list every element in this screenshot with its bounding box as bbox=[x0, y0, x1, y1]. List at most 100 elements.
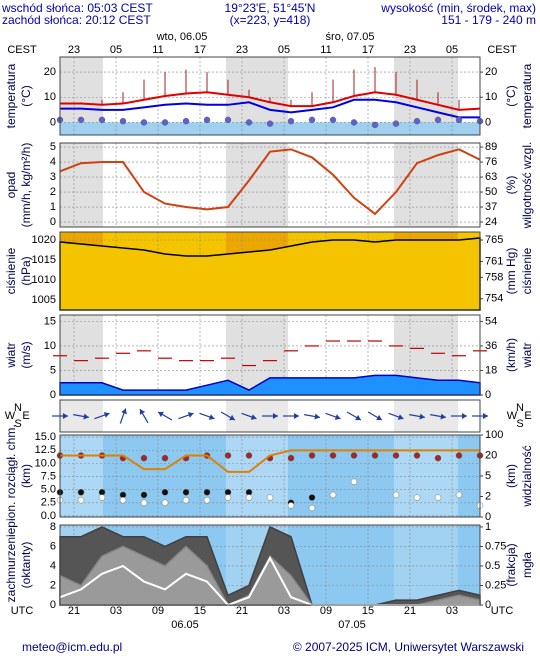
series-dot bbox=[308, 504, 316, 512]
wind-arrow bbox=[304, 413, 320, 420]
series-dot bbox=[413, 117, 421, 125]
y2-tick-label: 89 bbox=[485, 141, 497, 153]
copyright: © 2007-2025 ICM, Uniwersytet Warszawski bbox=[293, 640, 524, 654]
wind-arrow bbox=[388, 412, 404, 420]
y-tick-label: 5.0 bbox=[41, 484, 56, 496]
series-dot bbox=[140, 454, 148, 462]
compass-label: E bbox=[22, 410, 29, 422]
arrow-head bbox=[334, 414, 341, 420]
arrow-head bbox=[139, 409, 146, 415]
y2-tick-label: 76 bbox=[485, 156, 497, 168]
hour-label: 03 bbox=[278, 605, 290, 617]
series-dot bbox=[224, 452, 232, 459]
series-dot bbox=[266, 120, 274, 127]
series-dot bbox=[266, 494, 274, 501]
series-dot bbox=[329, 452, 337, 459]
y-tick-label: 5 bbox=[50, 141, 56, 153]
y-tick-label: 1020 bbox=[32, 234, 56, 246]
arrow-head bbox=[314, 413, 320, 420]
series-dot bbox=[287, 117, 295, 125]
elevation: 151 - 179 - 240 m bbox=[441, 13, 536, 27]
night-band bbox=[394, 525, 458, 605]
y2-tick-label: 0.25 bbox=[485, 579, 506, 591]
series-dot bbox=[308, 494, 316, 501]
elevation-title: wysokość (min, środek, max) bbox=[380, 1, 536, 15]
hour-label: 17 bbox=[362, 44, 374, 56]
email[interactable]: meteo@icm.edu.pl bbox=[22, 640, 122, 654]
y-axis-label: (°C) bbox=[19, 85, 33, 106]
series-dot bbox=[350, 478, 358, 485]
series-line bbox=[60, 98, 480, 119]
series-dot bbox=[245, 119, 253, 126]
y-tick-label: 4 bbox=[50, 560, 56, 572]
y2-axis-label: widzialność bbox=[520, 445, 534, 507]
hour-label: 05 bbox=[278, 44, 290, 56]
hour-label: 03 bbox=[446, 605, 458, 617]
time-zone: CEST bbox=[487, 44, 517, 56]
wind-arrow bbox=[199, 412, 215, 420]
hour-label: 09 bbox=[320, 605, 332, 617]
series-area bbox=[59, 374, 481, 396]
wind-arrow bbox=[73, 413, 89, 420]
y-tick-label: 1015 bbox=[32, 254, 56, 266]
y-tick-label: 0.0 bbox=[41, 510, 56, 522]
wind-arrow bbox=[94, 412, 110, 420]
y2-axis-label: (frakcja) bbox=[504, 543, 518, 586]
time-zone: UTC bbox=[491, 605, 514, 617]
y-tick-label: 2 bbox=[50, 579, 56, 591]
time-zone: CEST bbox=[7, 44, 37, 56]
series-dot bbox=[182, 496, 190, 504]
wind-arrow bbox=[139, 408, 149, 424]
series-dot bbox=[392, 491, 400, 499]
y-tick-label: 0 bbox=[50, 116, 56, 128]
series-dot bbox=[140, 499, 148, 507]
night-band bbox=[394, 400, 458, 432]
y2-tick-label: 0.75 bbox=[485, 540, 506, 552]
compass-label: S bbox=[516, 418, 523, 430]
series-line bbox=[60, 91, 481, 111]
wind-arrow bbox=[409, 413, 425, 420]
y2-axis-label: ciśnienie bbox=[520, 247, 534, 294]
arrow-head bbox=[187, 412, 194, 418]
arrow-head bbox=[440, 413, 446, 420]
night-band bbox=[394, 143, 458, 227]
series-dot bbox=[224, 494, 232, 501]
y-axis-label: (m/s) bbox=[19, 341, 33, 368]
series-line bbox=[59, 148, 481, 216]
wind-arrow bbox=[283, 413, 299, 419]
hour-label: 05 bbox=[110, 44, 122, 56]
y-axis-label: (mm/h, kg/m²/h) bbox=[19, 143, 33, 228]
panel-border bbox=[59, 231, 481, 311]
series-dot bbox=[308, 116, 316, 124]
y-tick-label: 0 bbox=[50, 389, 56, 401]
series-dot bbox=[161, 489, 169, 496]
wind-arrow bbox=[220, 411, 236, 421]
series-dot bbox=[329, 116, 337, 124]
arrow-head bbox=[208, 414, 215, 420]
series-dot bbox=[413, 452, 421, 459]
hour-label: 11 bbox=[320, 44, 331, 56]
compass-label: N bbox=[14, 402, 22, 414]
wind-arrow bbox=[241, 412, 257, 420]
y-tick-label: 7.5 bbox=[41, 470, 56, 482]
y-axis-label: (km) bbox=[19, 464, 33, 488]
wind-arrow bbox=[346, 411, 362, 421]
y2-tick-label: 761 bbox=[485, 255, 503, 267]
night-band bbox=[394, 435, 458, 517]
compass-label: E bbox=[524, 410, 531, 422]
wind-arrow bbox=[157, 411, 173, 421]
y2-tick-label: 0 bbox=[485, 599, 491, 611]
hour-label: 11 bbox=[152, 44, 163, 56]
y2-tick-label: 0 bbox=[485, 511, 491, 523]
series-dot bbox=[371, 121, 379, 129]
series-dot bbox=[434, 116, 442, 124]
y2-tick-label: 50 bbox=[485, 186, 497, 198]
y2-tick-label: 63 bbox=[485, 171, 497, 183]
panel-border bbox=[59, 399, 481, 433]
series-dot bbox=[203, 489, 211, 496]
hour-label: 15 bbox=[362, 605, 374, 617]
y-axis-label: ciśnienie bbox=[4, 247, 18, 294]
series-dot bbox=[98, 494, 106, 501]
y-tick-label: 12.5 bbox=[35, 444, 56, 456]
